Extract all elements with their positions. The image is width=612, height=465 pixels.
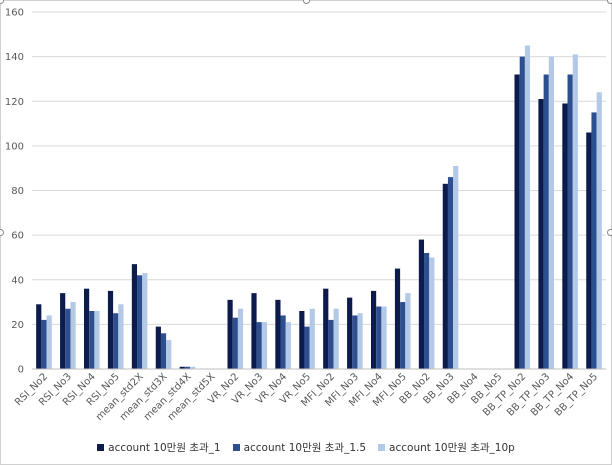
bar [405,293,411,369]
bar [357,313,363,369]
bar [261,322,268,369]
y-tick-label: 160 [5,8,24,19]
legend-item: account 10만원 초과_1.5 [232,440,367,455]
bar [190,366,196,369]
y-tick-label: 120 [5,97,24,108]
bar [572,54,578,369]
y-axis-tick-labels: 0 20 40 60 80 100 120 140 160 [5,8,24,376]
gridlines [32,11,606,325]
bar [424,252,430,369]
bar [41,319,47,369]
bar [376,306,382,369]
bar [299,310,305,369]
bar [519,56,525,370]
resize-handle-top-right[interactable] [607,0,612,4]
legend-swatch [378,444,386,451]
bar [237,308,244,369]
bar [184,366,191,369]
y-tick-label: 0 [18,365,24,376]
bar [453,165,459,369]
bar [543,74,549,369]
bar [142,273,148,369]
bar [304,326,310,369]
bar [46,315,52,369]
bar [251,293,257,369]
bar [232,317,238,369]
bar [256,322,262,369]
bar [394,268,401,369]
legend-label: account 10만원 초과_1.5 [243,442,367,454]
bar [89,310,95,369]
bar [347,297,353,369]
y-tick-label: 80 [11,186,24,197]
bar [137,275,143,369]
bar [328,319,334,369]
bar [83,288,90,369]
bars [36,45,602,370]
legend-item: account 10만원 초과_1 [97,440,221,455]
bar [538,99,544,370]
bar [227,299,233,369]
bar [94,310,100,369]
bar [548,56,555,370]
resize-handle-top-left[interactable] [0,0,4,4]
resize-handle-left[interactable] [0,229,4,236]
bar [447,177,454,369]
bar [275,299,281,369]
bar [429,257,435,369]
x-axis-tick-labels: RSI_No2RSI_No3RSI_No4RSI_No5mean_std2Xme… [13,371,600,423]
bar [166,339,172,369]
bar [280,315,286,369]
bar [107,290,114,369]
y-tick-label: 20 [11,320,24,331]
bar [60,293,66,369]
bar [562,103,568,369]
bar [285,322,291,369]
bar [514,74,520,369]
legend-item: account 10만원 초과_10p [378,440,515,455]
bar [370,290,377,369]
bar [113,313,119,369]
legend-label: account 10만원 초과_1 [108,442,221,454]
bar [400,302,406,369]
bar [131,264,138,369]
y-tick-label: 100 [5,141,24,152]
bar [381,306,387,369]
resize-handle-top[interactable] [303,0,310,4]
bar [418,239,425,369]
bar [596,92,602,369]
bar [323,288,329,369]
bar [155,326,161,369]
bar [333,308,339,369]
legend: account 10만원 초과_1 account 10만원 초과_1.5 acco… [0,440,612,455]
bar [160,333,167,369]
bar [567,74,573,369]
bar [524,45,531,369]
bar [352,315,358,369]
bar-chart: 0 20 40 60 80 100 120 140 160 RSI_No2RSI_No3RSI_… [5,8,606,423]
resize-handle-right[interactable] [607,229,612,236]
bar [442,183,448,369]
y-tick-label: 60 [11,231,24,242]
bar [70,302,76,369]
legend-swatch [232,444,240,451]
bar [36,304,42,369]
bar [179,366,185,369]
bar [586,132,592,369]
legend-swatch [97,444,105,451]
y-tick-label: 140 [5,52,24,63]
bar [309,308,315,369]
bar [65,308,71,369]
y-tick-label: 40 [11,275,24,286]
legend-label: account 10만원 초과_10p [389,442,515,454]
bar [118,304,124,369]
bar [591,112,597,369]
